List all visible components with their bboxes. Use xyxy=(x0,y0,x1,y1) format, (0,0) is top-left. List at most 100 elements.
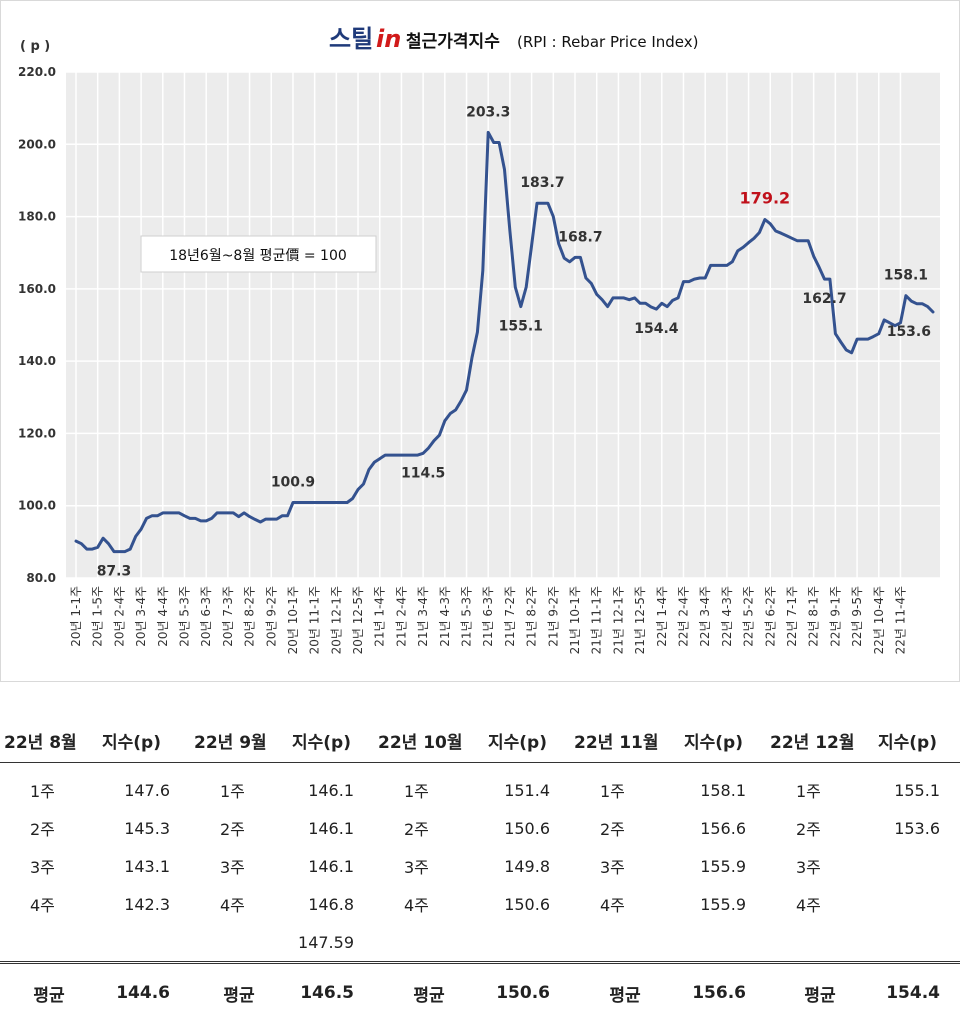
table-row: 147.59 xyxy=(0,923,960,963)
week-cell xyxy=(570,923,680,963)
x-tick-label: 22년 6-2주 xyxy=(763,586,777,647)
average-label-cell: 평균 xyxy=(374,963,484,1022)
note-text: 18년6월~8월 평균價 = 100 xyxy=(169,247,347,264)
y-tick-label: 200.0 xyxy=(18,137,56,151)
y-tick-label: 100.0 xyxy=(18,499,56,513)
x-tick-label: 20년 12-5주 xyxy=(351,586,365,654)
week-cell xyxy=(766,923,874,963)
week-cell: 1주 xyxy=(190,763,288,810)
index-value-cell: 153.6 xyxy=(874,809,960,847)
week-cell xyxy=(190,923,288,963)
index-value-cell: 147.59 xyxy=(288,923,374,963)
data-label: 168.7 xyxy=(558,229,602,245)
index-value-cell: 155.9 xyxy=(680,847,766,885)
week-cell: 3주 xyxy=(190,847,288,885)
x-tick-label: 22년 2-4주 xyxy=(676,586,690,647)
y-tick-label: 120.0 xyxy=(18,426,56,440)
x-tick-label: 22년 1-4주 xyxy=(655,586,669,647)
week-cell: 3주 xyxy=(570,847,680,885)
index-value-cell: 147.6 xyxy=(98,763,190,810)
x-tick-label: 21년 6-3주 xyxy=(481,586,495,647)
index-value-cell: 146.8 xyxy=(288,885,374,923)
index-value-cell: 156.6 xyxy=(680,809,766,847)
data-label: 153.6 xyxy=(887,324,931,340)
week-cell: 3주 xyxy=(766,847,874,885)
x-tick-label: 21년 2-4주 xyxy=(394,586,408,647)
x-tick-label: 22년 3-4주 xyxy=(698,586,712,647)
x-tick-label: 21년 5-3주 xyxy=(460,586,474,647)
x-tick-label: 20년 2-4주 xyxy=(112,586,126,647)
column-header-month: 22년 12월 xyxy=(766,718,874,763)
column-header-month: 22년 9월 xyxy=(190,718,288,763)
x-tick-label: 20년 5-3주 xyxy=(177,586,191,647)
week-cell: 1주 xyxy=(374,763,484,810)
data-label: 179.2 xyxy=(740,188,791,207)
index-value-cell xyxy=(874,885,960,923)
x-tick-label: 21년 8-2주 xyxy=(525,586,539,647)
x-tick-label: 21년 3-4주 xyxy=(416,586,430,647)
data-label: 154.4 xyxy=(634,321,679,337)
average-value-cell: 150.6 xyxy=(484,963,570,1022)
week-cell: 4주 xyxy=(0,885,98,923)
chart-area: 스틸 in 철근가격지수 (RPI : Rebar Price Index) (… xyxy=(0,0,960,682)
data-label: 114.5 xyxy=(401,465,445,481)
index-value-cell: 146.1 xyxy=(288,763,374,810)
x-tick-label: 20년 6-3주 xyxy=(199,586,213,647)
average-label-cell: 평균 xyxy=(570,963,680,1022)
x-tick-label: 20년 3-4주 xyxy=(134,586,148,647)
average-value-cell: 146.5 xyxy=(288,963,374,1022)
index-value-cell xyxy=(874,923,960,963)
data-label: 155.1 xyxy=(499,319,543,335)
average-value-cell: 156.6 xyxy=(680,963,766,1022)
week-cell: 4주 xyxy=(190,885,288,923)
week-cell: 2주 xyxy=(374,809,484,847)
x-tick-label: 20년 9-2주 xyxy=(264,586,278,647)
average-label-cell: 평균 xyxy=(190,963,288,1022)
x-tick-label: 22년 9-5주 xyxy=(850,586,864,647)
week-cell xyxy=(374,923,484,963)
column-header-index: 지수(p) xyxy=(98,718,190,763)
logo-text: 스틸 xyxy=(329,25,373,53)
average-value-cell: 154.4 xyxy=(874,963,960,1022)
index-value-cell: 146.1 xyxy=(288,809,374,847)
index-value-cell: 149.8 xyxy=(484,847,570,885)
data-label: 183.7 xyxy=(520,175,564,191)
index-value-cell: 142.3 xyxy=(98,885,190,923)
index-value-cell xyxy=(874,847,960,885)
x-tick-label: 22년 11-4주 xyxy=(893,586,907,654)
column-header-index: 지수(p) xyxy=(874,718,960,763)
x-tick-label: 21년 4-3주 xyxy=(438,586,452,647)
week-cell: 4주 xyxy=(374,885,484,923)
index-value-cell: 146.1 xyxy=(288,847,374,885)
index-value-cell: 145.3 xyxy=(98,809,190,847)
x-tick-label: 20년 1-5주 xyxy=(91,586,105,647)
x-tick-label: 20년 8-2주 xyxy=(243,586,257,647)
week-cell xyxy=(0,923,98,963)
index-value-cell: 158.1 xyxy=(680,763,766,810)
average-value-cell: 144.6 xyxy=(98,963,190,1022)
x-tick-label: 22년 8-1주 xyxy=(807,586,821,647)
x-tick-label: 21년 1-4주 xyxy=(373,586,387,647)
x-tick-label: 20년 10-1주 xyxy=(286,586,300,654)
line-chart: 스틸 in 철근가격지수 (RPI : Rebar Price Index) (… xyxy=(0,0,960,682)
chart-subtitle: (RPI : Rebar Price Index) xyxy=(517,33,698,51)
index-value-cell: 143.1 xyxy=(98,847,190,885)
x-tick-label: 21년 12-1주 xyxy=(611,586,625,654)
legend-note: 18년6월~8월 평균價 = 100 xyxy=(141,236,376,272)
chart-title: 철근가격지수 xyxy=(406,32,500,52)
index-value-cell: 155.1 xyxy=(874,763,960,810)
x-tick-label: 21년 9-2주 xyxy=(546,586,560,647)
x-tick-label: 22년 5-2주 xyxy=(742,586,756,647)
x-tick-label: 21년 12-5주 xyxy=(633,586,647,654)
x-tick-label: 22년 10-4주 xyxy=(872,586,886,654)
week-cell: 4주 xyxy=(766,885,874,923)
column-header-month: 22년 11월 xyxy=(570,718,680,763)
column-header-month: 22년 8월 xyxy=(0,718,98,763)
week-cell: 1주 xyxy=(766,763,874,810)
column-header-month: 22년 10월 xyxy=(374,718,484,763)
data-label: 158.1 xyxy=(884,268,928,284)
x-tick-label: 20년 12-1주 xyxy=(329,586,343,654)
